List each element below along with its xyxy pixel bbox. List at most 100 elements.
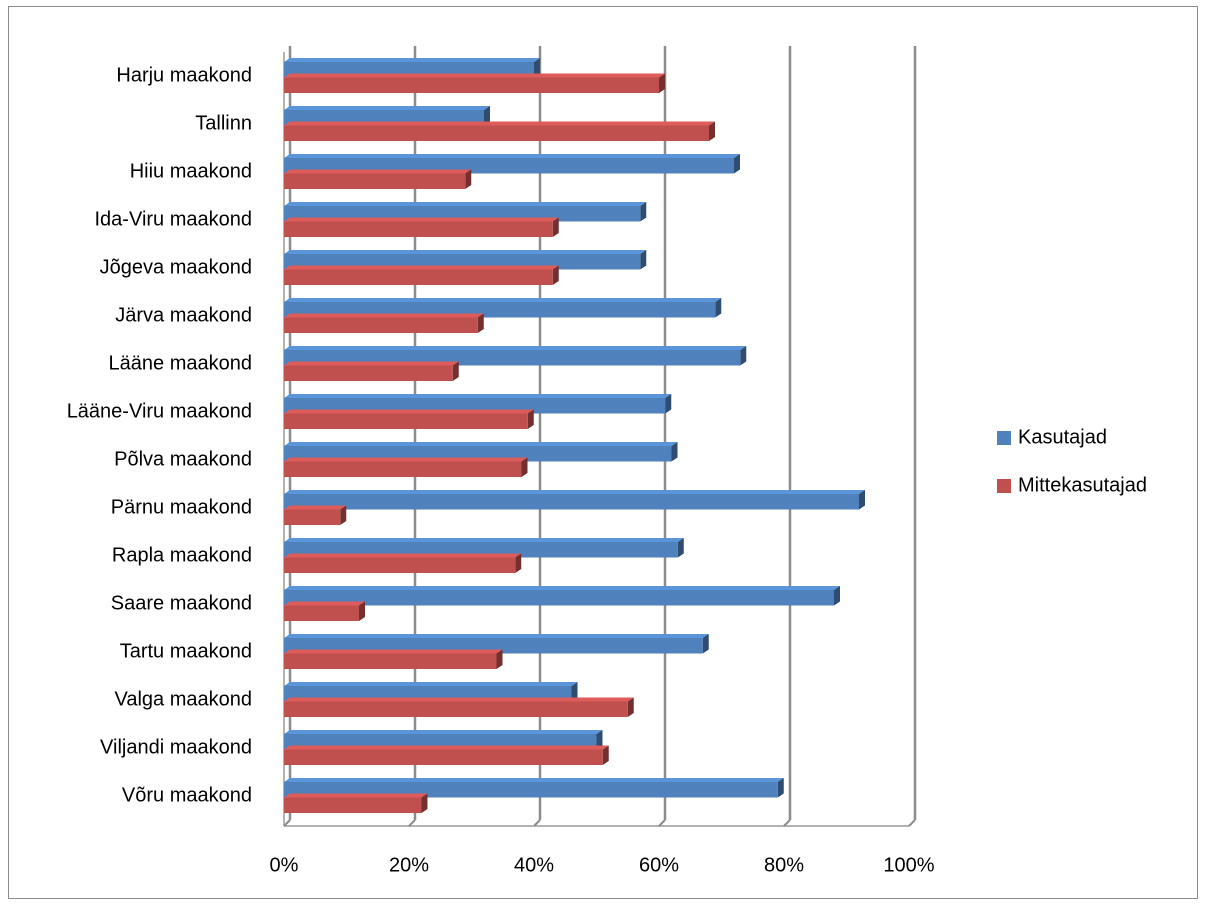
bar-end-face — [534, 58, 540, 78]
category-label: Järva maakond — [115, 304, 252, 326]
legend-label: Kasutajad — [1018, 426, 1107, 448]
bar-end-face — [527, 409, 534, 429]
x-tick-label: 100% — [883, 854, 934, 876]
bar-top-face — [284, 778, 784, 782]
bar — [284, 749, 603, 765]
category-label: Põlva maakond — [114, 448, 252, 470]
category-label: Tallinn — [195, 112, 252, 134]
legend-swatch — [997, 479, 1011, 493]
bar-top-face — [284, 58, 540, 62]
bar-top-face — [284, 730, 603, 734]
bar-end-face — [740, 346, 747, 366]
bar-end-face — [359, 601, 365, 621]
bar — [284, 317, 478, 333]
category-label: Valga maakond — [115, 688, 253, 710]
bar-end-face — [340, 505, 347, 525]
category-label: Pärnu maakond — [111, 496, 252, 518]
bar-end-face — [465, 169, 472, 189]
bar-top-face — [284, 697, 634, 702]
category-label: Jõgeva maakond — [100, 256, 252, 278]
bar-top-face — [284, 313, 484, 318]
x-tick-label: 20% — [389, 854, 429, 876]
bar — [284, 173, 466, 189]
bar-top-face — [284, 538, 684, 542]
category-label: Lääne-Viru maakond — [67, 400, 252, 422]
bar-top-face — [284, 745, 609, 750]
category-label: Lääne maakond — [109, 352, 252, 374]
bar-top-face — [284, 73, 665, 78]
category-label: Harju maakond — [116, 64, 252, 86]
bar — [284, 461, 522, 477]
bar-top-face — [284, 505, 347, 510]
bar-top-face — [284, 121, 715, 126]
gridline-floor — [408, 819, 416, 827]
category-label: Hiiu maakond — [130, 160, 252, 182]
bar-end-face — [477, 313, 484, 333]
bar-top-face — [284, 682, 578, 686]
legend-label: Mittekasutajad — [1018, 474, 1147, 496]
bar-end-face — [640, 202, 647, 222]
bar-end-face — [777, 778, 784, 798]
bar-top-face — [284, 442, 678, 446]
bar — [284, 590, 834, 606]
bar-end-face — [677, 538, 684, 558]
bar-end-face — [640, 250, 647, 270]
bar-end-face — [834, 586, 840, 606]
legend-swatch — [997, 431, 1011, 445]
bar-end-face — [702, 634, 709, 654]
bar-top-face — [284, 169, 472, 174]
bar-end-face — [596, 730, 603, 750]
bar-top-face — [284, 586, 840, 590]
bar — [284, 701, 628, 717]
bar-top-face — [284, 106, 490, 110]
gridline-floor — [533, 819, 541, 827]
gridline-floor — [783, 819, 791, 827]
bar-end-face — [859, 490, 865, 510]
x-tick-label: 80% — [764, 854, 804, 876]
gridline-floor — [283, 819, 291, 827]
gridline-floor — [658, 819, 666, 827]
bar — [284, 653, 497, 669]
category-label: Tartu maakond — [120, 640, 252, 662]
bar-top-face — [284, 394, 672, 398]
bar-top-face — [284, 217, 559, 222]
plot-back-wall — [290, 46, 915, 820]
bar-top-face — [284, 649, 503, 654]
bar-top-face — [284, 250, 647, 254]
bar-end-face — [659, 73, 665, 93]
bar-top-face — [284, 346, 747, 350]
category-label: Rapla maakond — [112, 544, 252, 566]
bar-end-face — [552, 217, 559, 237]
bar-end-face — [496, 649, 503, 669]
bar — [284, 77, 659, 93]
x-tick-label: 0% — [270, 854, 299, 876]
bar-end-face — [627, 697, 634, 717]
bar — [284, 557, 516, 573]
bar-top-face — [284, 601, 365, 606]
bar-top-face — [284, 634, 709, 638]
gridline-floor — [908, 819, 916, 827]
category-label: Saare maakond — [111, 592, 252, 614]
category-label: Võru maakond — [122, 784, 252, 806]
bar-end-face — [552, 265, 559, 285]
x-tick-label: 40% — [514, 854, 554, 876]
bar-end-face — [665, 394, 672, 414]
bar-top-face — [284, 553, 522, 558]
bar-end-face — [421, 793, 428, 813]
bar — [284, 494, 859, 510]
bar-end-face — [571, 682, 578, 702]
bar — [284, 365, 453, 381]
bar-end-face — [515, 553, 522, 573]
bar-end-face — [484, 106, 490, 126]
bar — [284, 221, 553, 237]
bar — [284, 797, 422, 813]
bar-top-face — [284, 457, 528, 462]
bar — [284, 125, 709, 141]
category-label: Ida-Viru maakond — [95, 208, 253, 230]
bar-end-face — [671, 442, 678, 462]
bar — [284, 605, 359, 621]
bar-top-face — [284, 298, 722, 302]
bar-end-face — [715, 298, 722, 318]
bar-top-face — [284, 202, 647, 206]
x-tick-label: 60% — [639, 854, 679, 876]
